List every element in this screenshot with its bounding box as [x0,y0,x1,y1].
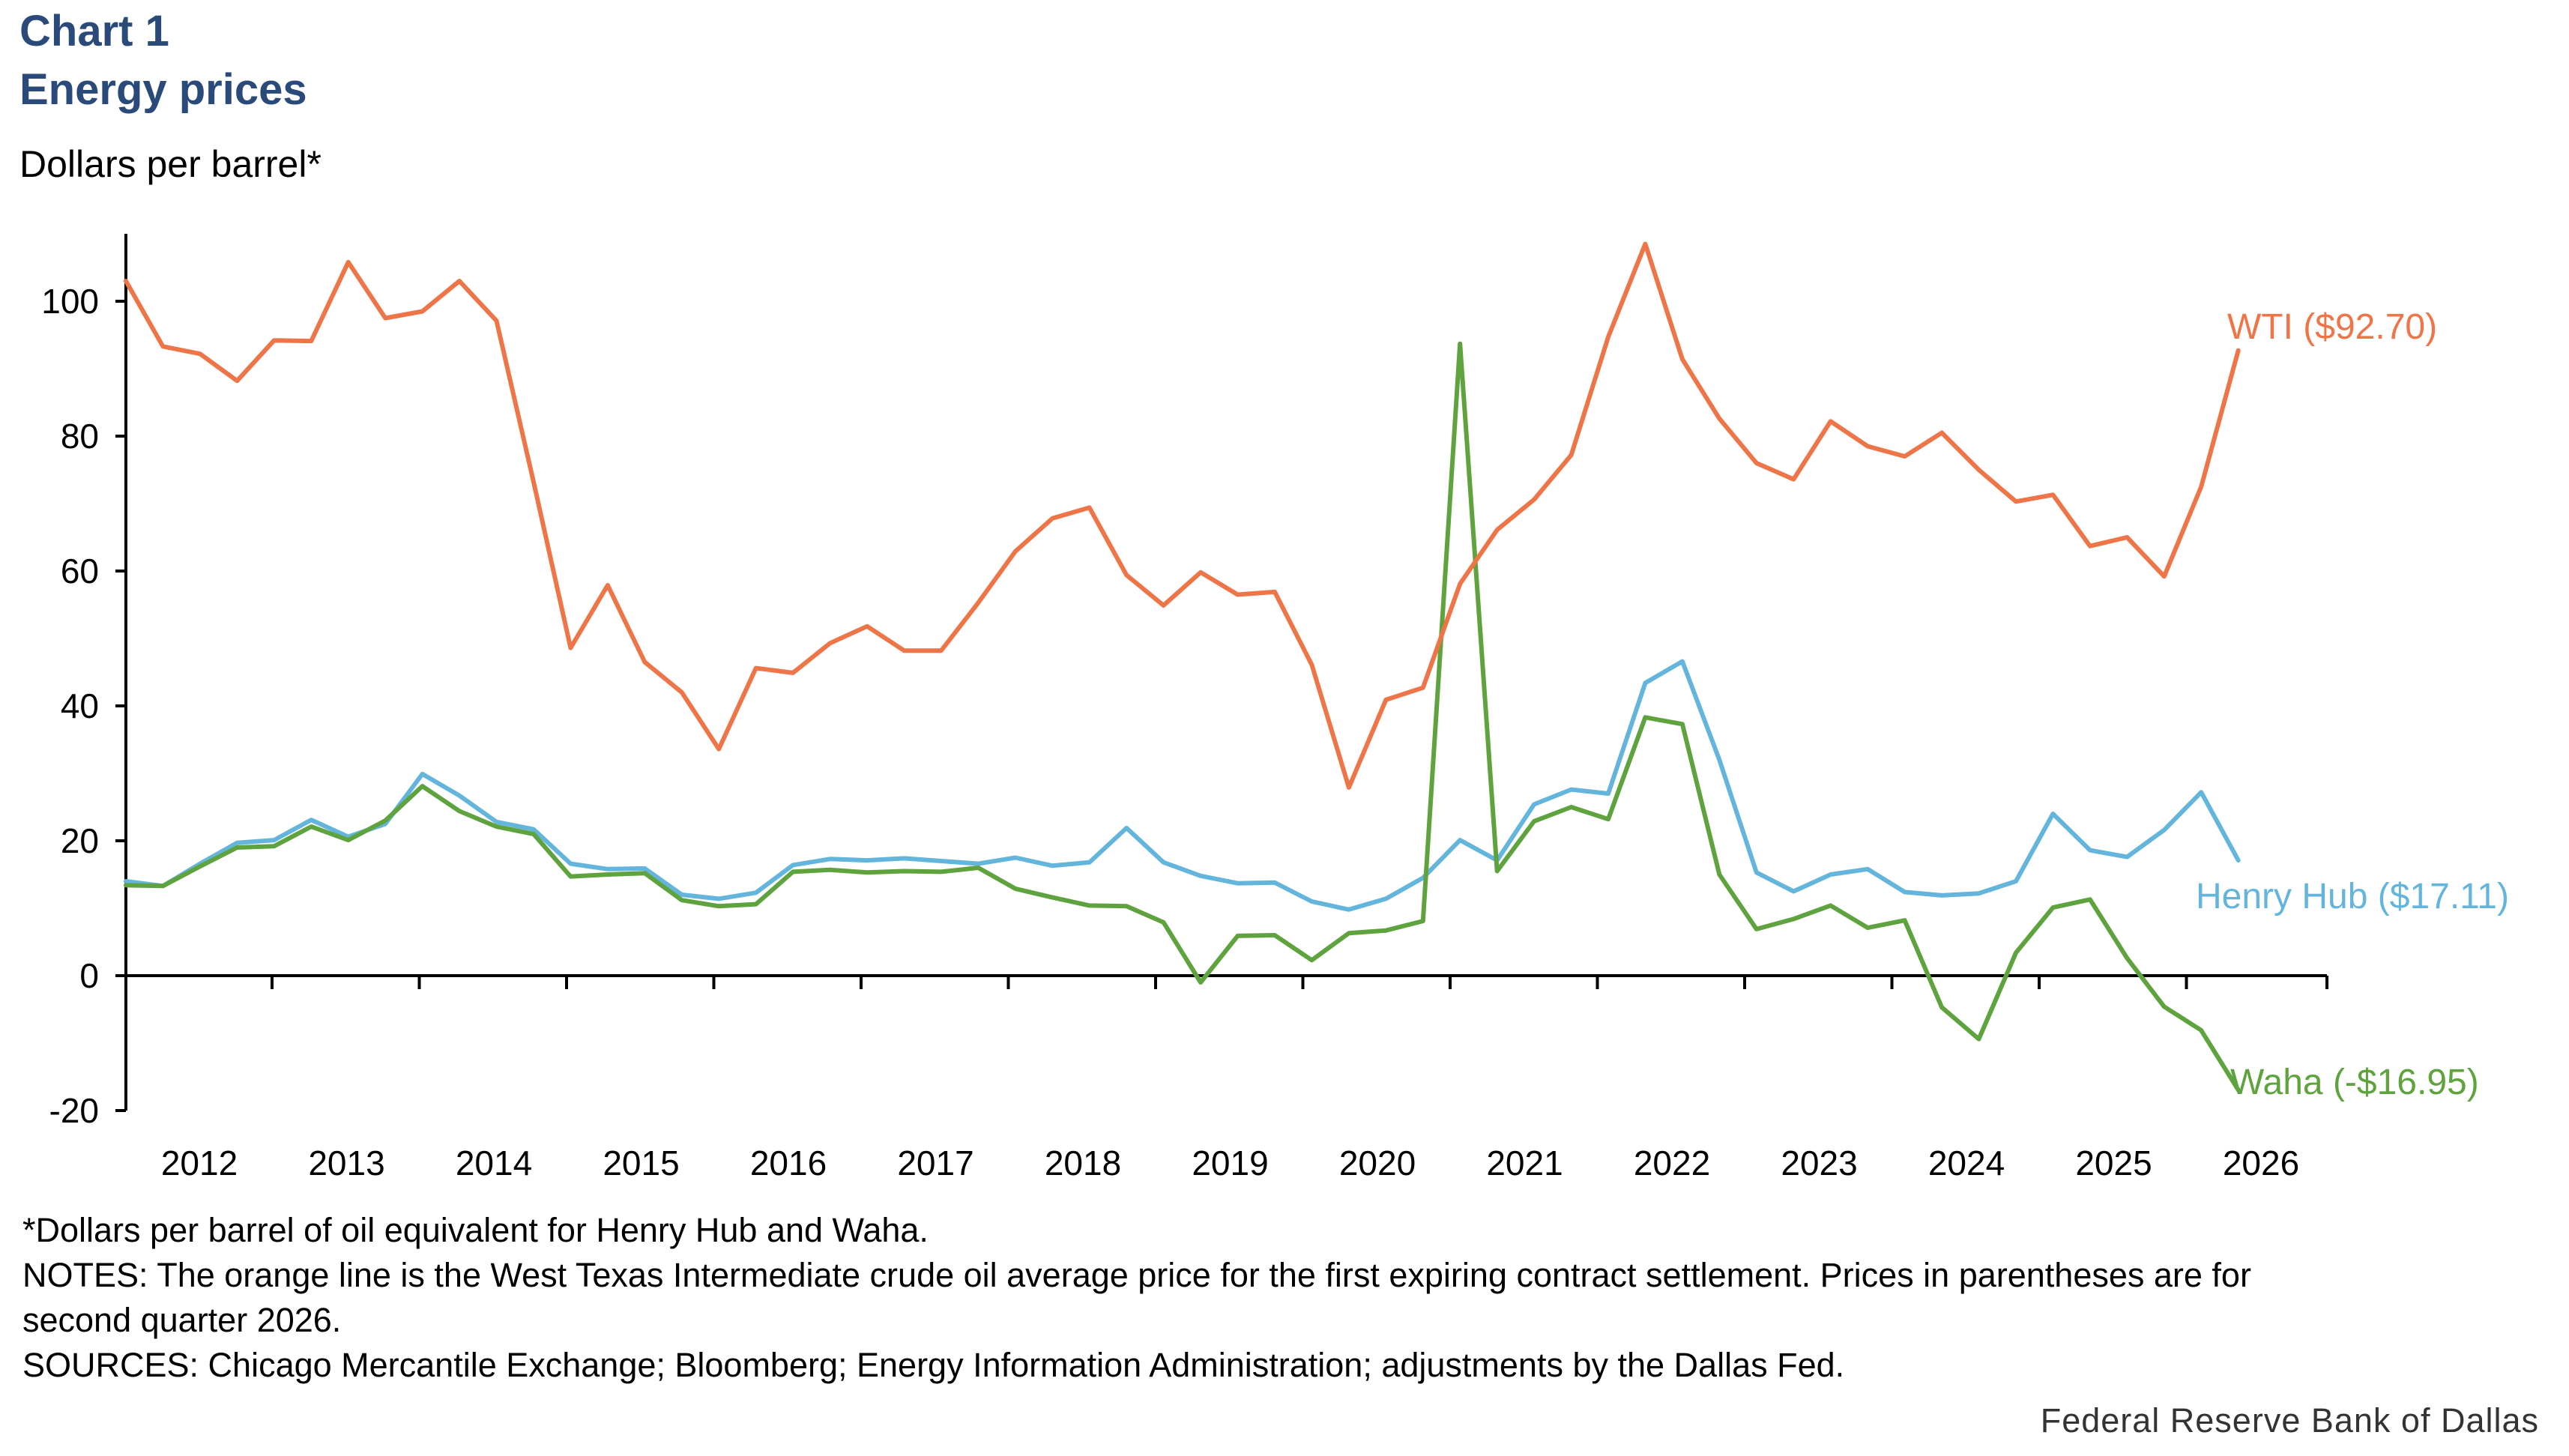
y-tick-label: 60 [61,552,99,590]
y-axis-unit-label: Dollars per barrel* [19,143,321,185]
x-tick-label: 2013 [308,1144,384,1182]
x-tick-label: 2023 [1781,1144,1857,1182]
x-tick-label: 2019 [1192,1144,1268,1182]
x-tick-label: 2026 [2223,1144,2299,1182]
y-tick-label: 20 [61,821,99,860]
x-axis: 2012 2013 2014 2015 2016 2017 2018 2019 2020 2021… [126,974,2328,1182]
notes-line-2: second quarter 2026. [22,1301,342,1339]
y-tick-label: -20 [49,1091,99,1130]
series-line-wti [124,241,2241,790]
y-tick-label: 40 [61,686,99,725]
y-tick-label: 80 [61,417,99,456]
series-layer [124,241,2241,1093]
y-tick-label: 0 [79,956,99,995]
x-tick-label: 2020 [1339,1144,1416,1182]
series-label-waha: Waha (-$16.95) [2230,1063,2479,1102]
sources: SOURCES: Chicago Mercantile Exchange; Bl… [22,1346,1845,1384]
x-tick-label: 2012 [161,1144,238,1182]
x-tick-label: 2021 [1486,1144,1563,1182]
y-tick-label: 100 [41,282,99,321]
y-axis: -20 0 20 40 60 80 100 [41,234,127,1130]
chart-title: Energy prices [19,65,307,114]
x-tick-label: 2015 [603,1144,679,1182]
x-tick-label: 2022 [1634,1144,1710,1182]
notes-line-1: NOTES: The orange line is the West Texas… [22,1256,2251,1294]
series-label-wti: WTI ($92.70) [2227,307,2437,347]
x-tick-label: 2018 [1045,1144,1121,1182]
series-label-layer: WTI ($92.70) Henry Hub ($17.11) Waha (-$16… [2196,307,2509,1102]
x-tick-label: 2016 [750,1144,827,1182]
x-tick-label: 2014 [456,1144,532,1182]
chart-number: Chart 1 [19,7,169,55]
series-label-henry-hub: Henry Hub ($17.11) [2196,877,2509,916]
series-line-waha [124,341,2241,1093]
series-line-henry-hub [124,659,2241,912]
x-tick-label: 2017 [897,1144,973,1182]
x-tick-label: 2024 [1928,1144,2005,1182]
footnote: *Dollars per barrel of oil equivalent fo… [22,1211,929,1249]
publisher-credit: Federal Reserve Bank of Dallas [2040,1401,2539,1440]
x-tick-label: 2025 [2075,1144,2152,1182]
